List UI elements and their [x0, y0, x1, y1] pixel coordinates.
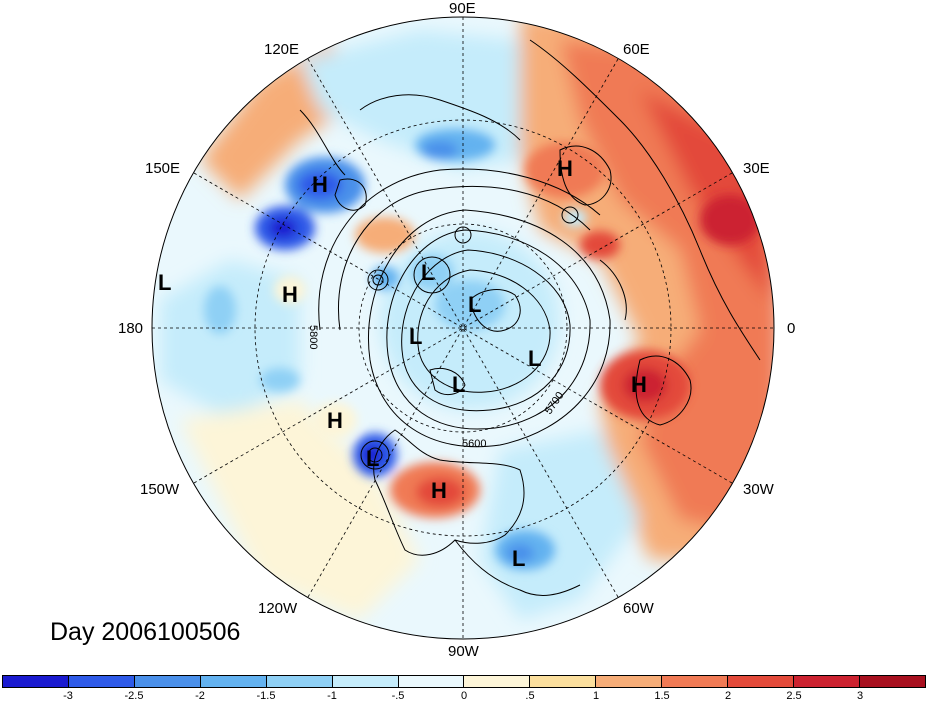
high-pressure-center: H [431, 478, 447, 503]
low-pressure-center: L [452, 372, 465, 397]
colorbar-tick: 2 [724, 690, 732, 702]
colorbar-tick: 3 [856, 690, 864, 702]
lon-label-120w: 120W [258, 600, 298, 617]
lon-label-30w: 30W [743, 481, 774, 498]
colorbar-swatch [794, 676, 860, 687]
colorbar-tick: 1 [592, 690, 600, 702]
lon-label-60w: 60W [623, 600, 654, 617]
colorbar [2, 675, 926, 688]
colorbar-swatch [530, 676, 597, 687]
lon-label-150w: 150W [140, 481, 180, 498]
height-contours [318, 168, 611, 470]
lon-label-90e: 90E [449, 0, 476, 17]
map-boundary [151, 16, 775, 640]
colorbar-tick: -1.5 [256, 690, 276, 702]
low-pressure-center: L [512, 546, 525, 571]
lon-label-0: 0 [787, 320, 796, 337]
high-pressure-center: H [631, 372, 647, 397]
low-pressure-center: L [421, 260, 434, 285]
day-label: Day 2006100506 [50, 618, 241, 646]
high-pressure-center: H [557, 156, 573, 181]
anomaly-field [152, 17, 774, 639]
colorbar-swatch [134, 676, 201, 687]
colorbar-swatch [859, 676, 925, 687]
lon-label-150e: 150E [145, 160, 181, 177]
colorbar-swatch [398, 676, 465, 687]
lon-label-120e: 120E [264, 41, 300, 58]
colorbar-tick: -3 [63, 690, 73, 702]
lon-label-30e: 30E [743, 160, 770, 177]
colorbar-swatch [3, 676, 69, 687]
colorbar-tick: -.5 [391, 690, 405, 702]
colorbar-tick: -2 [195, 690, 205, 702]
colorbar-tick: 1.5 [654, 690, 670, 702]
contour-label-5800: 5800 [307, 325, 319, 349]
low-pressure-center: L [409, 324, 422, 349]
lon-label-180: 180 [118, 320, 144, 337]
high-pressure-center: H [327, 408, 343, 433]
low-pressure-center: L [158, 270, 171, 295]
coastlines [299, 39, 761, 596]
colorbar-tick: -1 [327, 690, 337, 702]
lon-label-60e: 60E [623, 41, 650, 58]
contour-label-5600: 5600 [462, 438, 486, 450]
high-pressure-center: H [312, 172, 328, 197]
colorbar-swatch [266, 676, 333, 687]
colorbar-swatch [68, 676, 135, 687]
colorbar-tick: 0 [460, 690, 468, 702]
colorbar-swatch [200, 676, 267, 687]
colorbar-swatch [596, 676, 663, 687]
lon-label-90w: 90W [448, 643, 479, 660]
colorbar-tick: 2.5 [786, 690, 802, 702]
colorbar-tick: -2.5 [124, 690, 144, 702]
colorbar-swatch [728, 676, 795, 687]
colorbar-tick: .5 [525, 690, 535, 702]
longitude-lines [152, 17, 774, 639]
pressure-centers: H H H H H H L L L L L L L L [158, 156, 647, 571]
colorbar-swatch [464, 676, 531, 687]
low-pressure-center: L [468, 292, 481, 317]
colorbar-swatch [662, 676, 729, 687]
colorbar-swatch [332, 676, 399, 687]
high-pressure-center: H [282, 282, 298, 307]
low-pressure-center: L [528, 346, 541, 371]
low-pressure-center: L [366, 446, 379, 471]
